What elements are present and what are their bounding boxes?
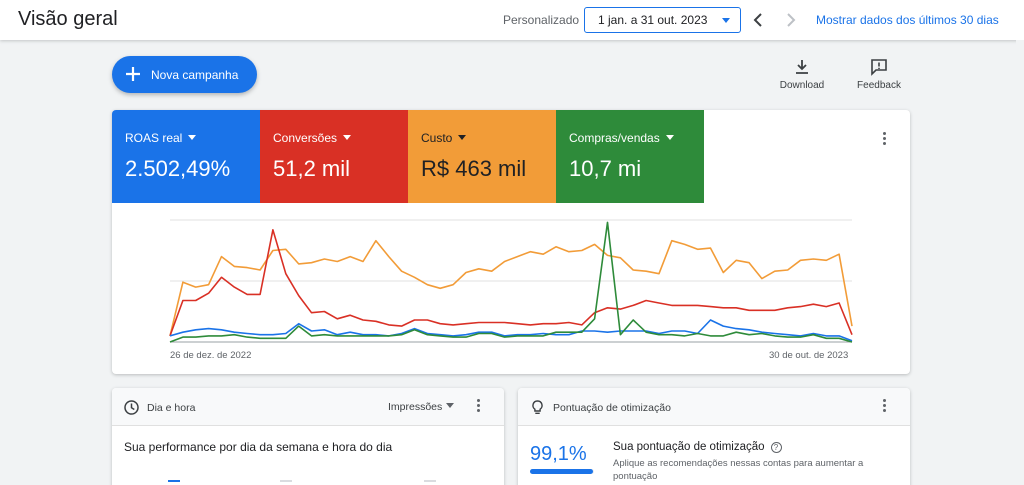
help-icon[interactable]: ?	[770, 442, 782, 453]
metric-value: 2.502,49%	[125, 156, 231, 181]
download-label: Download	[779, 80, 825, 91]
range-mode-label: Personalizado	[503, 13, 580, 27]
metric-tile-cost[interactable]: Custo R$ 463 mil	[408, 110, 556, 203]
metric-tile-roas[interactable]: ROAS real 2.502,49%	[112, 110, 260, 203]
download-icon	[796, 60, 808, 74]
optimization-heading: Sua pontuação de otimização?	[613, 441, 782, 453]
date-range-value: 1 jan. a 31 out. 2023	[598, 13, 708, 27]
scrollbar[interactable]	[1016, 40, 1024, 485]
download-button[interactable]: Download	[776, 58, 828, 91]
metric-select-value: Impressões	[388, 401, 443, 413]
clock-icon	[124, 400, 139, 415]
caret-down-icon	[188, 135, 197, 140]
optimization-score-bar	[530, 469, 594, 474]
optimization-heading-text: Sua pontuação de otimização	[613, 441, 765, 453]
card-subtitle: Sua performance por dia da semana e hora…	[124, 440, 393, 454]
tab-indicator[interactable]	[280, 480, 292, 482]
metric-label: Custo	[421, 131, 453, 145]
series-line-roas-real[interactable]	[169, 319, 853, 342]
tab-indicator[interactable]	[424, 480, 436, 482]
feedback-icon	[871, 59, 887, 76]
more-options-icon[interactable]	[881, 132, 887, 150]
metric-select[interactable]: Impressões	[388, 401, 455, 413]
x-axis-end-label: 30 de out. de 2023	[769, 350, 849, 361]
new-campaign-label: Nova campanha	[151, 68, 239, 82]
metric-label: Compras/vendas	[569, 131, 660, 145]
caret-down-icon	[722, 18, 730, 23]
top-bar: Visão geral Personalizado 1 jan. a 31 ou…	[0, 0, 1024, 40]
metric-tile-conversions[interactable]: Conversões 51,2 mil	[260, 110, 408, 203]
card-header: Pontuação de otimização	[518, 388, 910, 426]
optimization-score-value: 99,1%	[530, 443, 587, 465]
metric-value: 10,7 mi	[569, 156, 642, 181]
tab-indicator[interactable]	[168, 480, 180, 482]
caret-down-icon	[343, 135, 352, 140]
series-line-custo[interactable]	[169, 239, 853, 337]
card-header: Dia e hora Impressões	[112, 388, 504, 426]
show-last-30-days-link[interactable]: Mostrar dados dos últimos 30 dias	[816, 13, 999, 27]
new-campaign-button[interactable]: Nova campanha	[112, 56, 257, 93]
page-title: Visão geral	[18, 8, 118, 30]
caret-down-icon	[458, 135, 467, 140]
card-title: Pontuação de otimização	[553, 402, 671, 414]
chevron-left-icon[interactable]	[746, 8, 770, 32]
metric-tile-purchases[interactable]: Compras/vendas 10,7 mi	[556, 110, 704, 203]
optimization-score-card: Pontuação de otimização 99,1% Sua pontua…	[518, 388, 910, 485]
more-options-icon[interactable]	[475, 399, 481, 417]
performance-line-chart	[169, 219, 853, 343]
metric-value: R$ 463 mil	[421, 156, 527, 181]
date-range-picker[interactable]: 1 jan. a 31 out. 2023	[584, 7, 741, 33]
day-hour-tabs	[112, 480, 504, 485]
series-line-convers-es[interactable]	[169, 228, 853, 337]
performance-card: ROAS real 2.502,49% Conversões 51,2 mil …	[112, 110, 910, 374]
lightbulb-icon	[532, 400, 543, 414]
optimization-description: Aplique as recomendações nessas contas p…	[613, 458, 864, 482]
caret-down-icon	[665, 135, 674, 140]
x-axis-start-label: 26 de dez. de 2022	[170, 350, 252, 361]
more-options-icon[interactable]	[881, 399, 887, 417]
metric-label: ROAS real	[125, 131, 183, 145]
plus-icon	[126, 67, 140, 81]
metric-value: 51,2 mil	[273, 156, 351, 181]
card-title: Dia e hora	[147, 402, 196, 414]
day-hour-card: Dia e hora Impressões Sua performance po…	[112, 388, 504, 485]
metric-label: Conversões	[273, 131, 338, 145]
chevron-right-icon[interactable]	[779, 8, 803, 32]
feedback-label: Feedback	[857, 80, 901, 91]
series-line-compras-vendas[interactable]	[169, 221, 853, 343]
caret-down-icon	[446, 403, 455, 408]
optimization-score-fill	[530, 469, 594, 474]
feedback-button[interactable]: Feedback	[853, 58, 905, 91]
